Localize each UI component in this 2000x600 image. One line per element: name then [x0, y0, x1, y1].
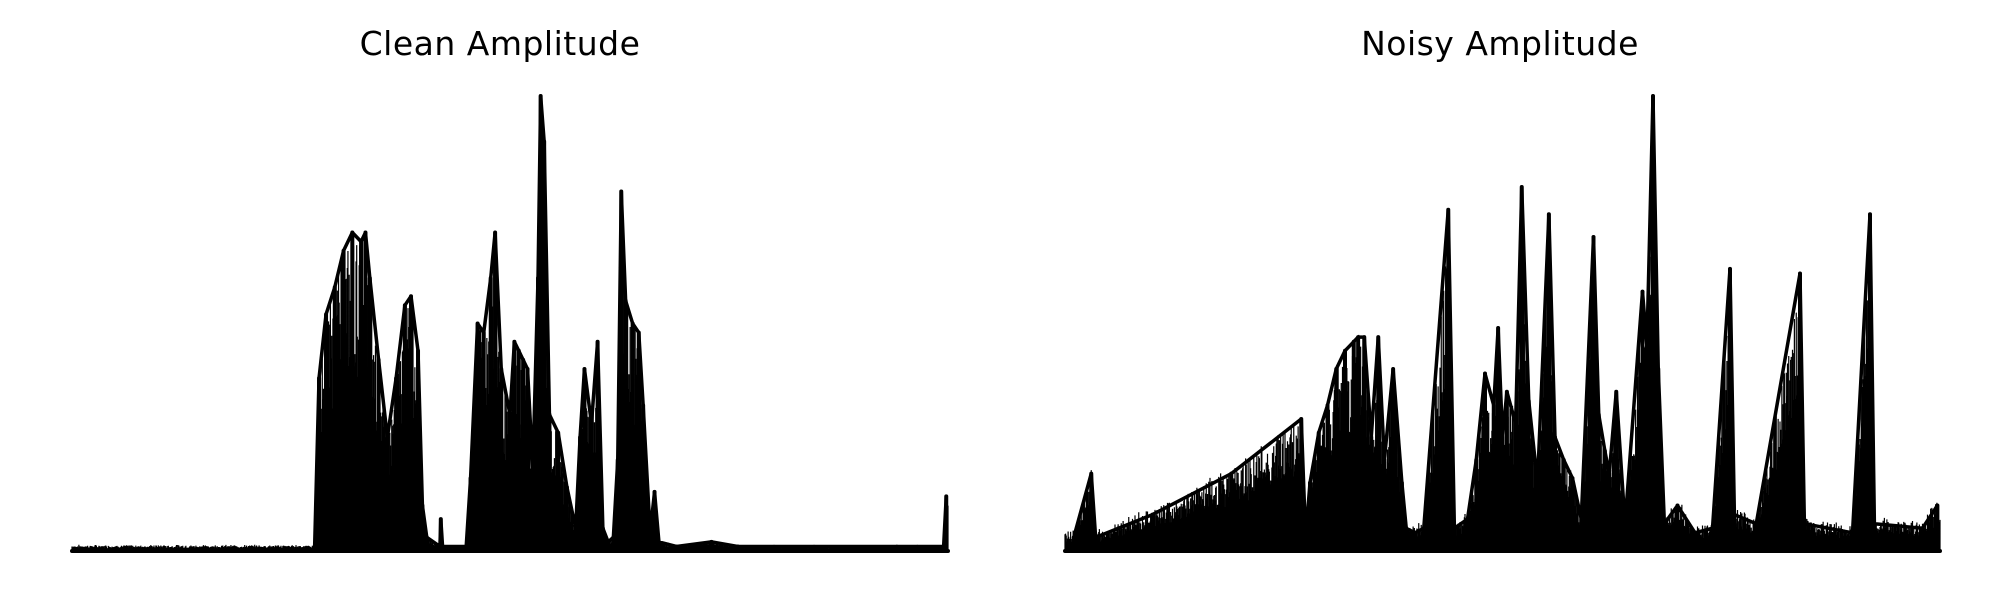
- clean-chart-title: Clean Amplitude: [359, 24, 641, 63]
- noisy-plot-area: [1063, 94, 1942, 553]
- noisy-chart-title: Noisy Amplitude: [1361, 24, 1639, 63]
- noisy-amplitude-chart: Noisy Amplitude: [1000, 0, 2000, 600]
- clean-amplitude-chart: Clean Amplitude: [70, 24, 950, 553]
- clean-plot-area: [70, 94, 950, 553]
